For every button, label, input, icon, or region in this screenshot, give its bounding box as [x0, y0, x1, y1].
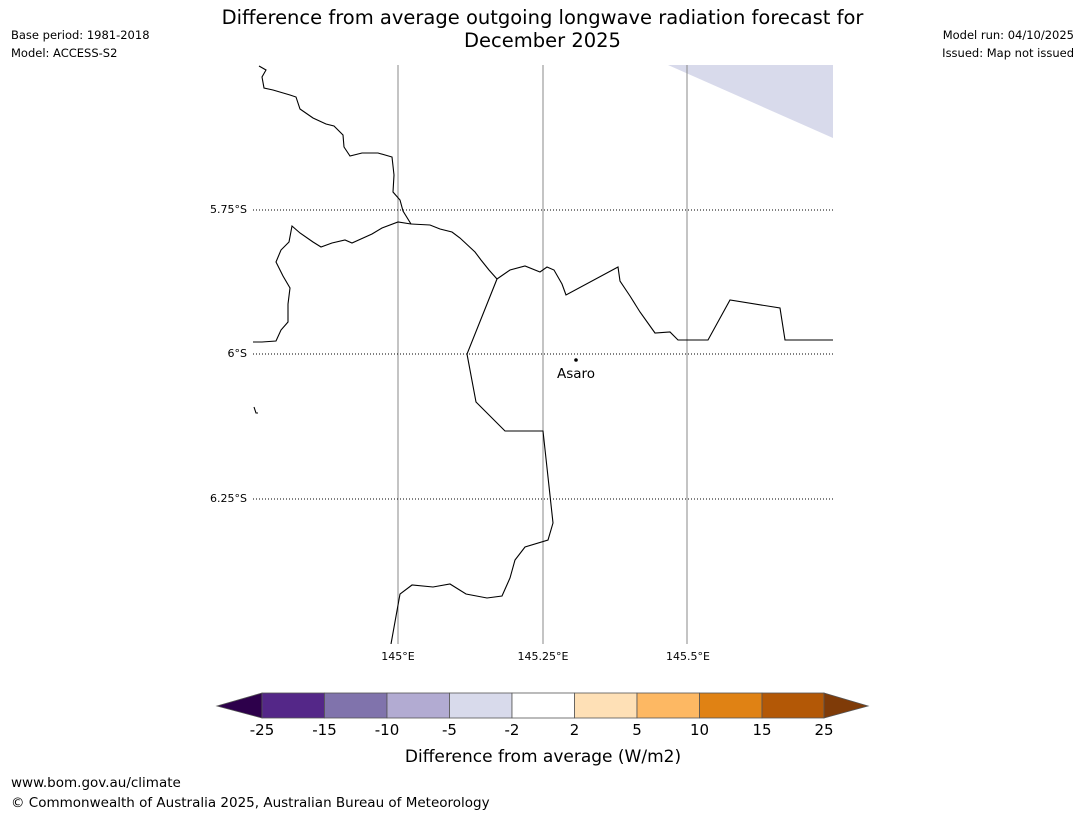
boundary-fragment	[253, 406, 258, 414]
lon-label-145e: 145°E	[381, 650, 414, 663]
boundary-east	[410, 223, 833, 341]
colorbar-bin-minus10-minus5	[386, 692, 450, 719]
lat-label-6-25s: 6.25°S	[210, 492, 247, 505]
colorbar-tick: 2	[570, 721, 580, 739]
colorbar-tick: 15	[752, 721, 771, 739]
colorbar-tick: -25	[250, 721, 275, 739]
lon-label-145-25e: 145.25°E	[518, 650, 569, 663]
boundary-south	[390, 278, 554, 644]
map-title-line2: December 2025	[464, 29, 621, 52]
lon-label-145-5e: 145.5°E	[666, 650, 710, 663]
footer-copyright: © Commonwealth of Australia 2025, Austra…	[11, 795, 490, 811]
colorbar-bin-minus5-minus2	[449, 692, 513, 719]
lat-labels: 5.75°S 6°S 6.25°S	[210, 203, 247, 505]
lat-label-6s: 6°S	[228, 347, 247, 360]
colorbar-tick: -10	[375, 721, 400, 739]
colorbar-extend-low	[215, 692, 263, 719]
colorbar	[215, 692, 870, 719]
asaro-location-marker	[574, 358, 578, 362]
colorbar-extend-high	[823, 692, 870, 719]
colorbar-tick: 5	[632, 721, 642, 739]
lat-label-5-75s: 5.75°S	[210, 203, 247, 216]
model-run: Model run: 04/10/2025	[942, 28, 1074, 42]
colorbar-tick: -2	[505, 721, 520, 739]
boundaries	[253, 65, 833, 644]
map-title-line1: Difference from average outgoing longwav…	[221, 6, 864, 29]
colorbar-bin-15-25	[761, 692, 825, 719]
colorbar-bin-minus2-2	[511, 692, 575, 719]
model-name: Model: ACCESS-S2	[11, 46, 118, 60]
map-title: Difference from average outgoing longwav…	[0, 6, 1085, 52]
meta-right: Model run: 04/10/2025 Issued: Map not is…	[942, 26, 1074, 62]
asaro-label: Asaro	[557, 366, 595, 382]
meta-left: Base period: 1981-2018 Model: ACCESS-S2	[11, 26, 150, 62]
anomaly-shading	[668, 65, 833, 138]
colorbar-tick: -15	[312, 721, 337, 739]
colorbar-label: Difference from average (W/m2)	[405, 747, 681, 767]
boundary-northwest	[258, 65, 412, 225]
colorbar-bin-2-5	[574, 692, 638, 719]
colorbar-tick: 25	[814, 721, 833, 739]
colorbar-bin-5-10	[636, 692, 700, 719]
lon-labels: 145°E 145.25°E 145.5°E	[381, 650, 710, 663]
boundary-central	[253, 221, 412, 343]
footer-url: www.bom.gov.au/climate	[11, 775, 181, 791]
colorbar-tick-labels: -25 -15 -10 -5 -2 2 5 10 15 25	[250, 721, 834, 739]
colorbar-bin-minus15-minus10	[324, 692, 388, 719]
colorbar-bin-10-15	[699, 692, 763, 719]
colorbar-tick: 10	[690, 721, 709, 739]
lat-gridlines	[253, 209, 833, 500]
base-period: Base period: 1981-2018	[11, 28, 150, 42]
colorbar-tick: -5	[442, 721, 457, 739]
colorbar-bin-minus25-minus15	[261, 692, 325, 719]
issued-status: Issued: Map not issued	[942, 46, 1074, 60]
